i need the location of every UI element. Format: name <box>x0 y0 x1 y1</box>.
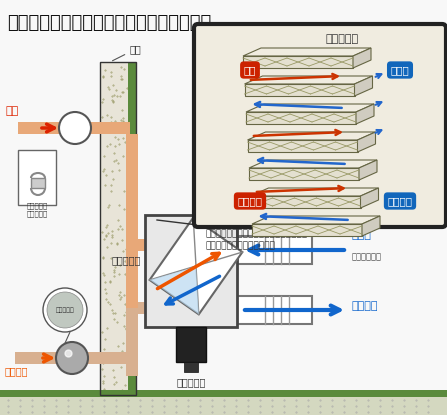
Polygon shape <box>358 132 375 152</box>
Text: 室排気: 室排気 <box>352 230 372 240</box>
Bar <box>31 178 45 188</box>
Bar <box>126 239 206 251</box>
Text: 室排気: 室排気 <box>391 65 409 75</box>
Circle shape <box>56 342 88 374</box>
Text: 給気ファン: 給気ファン <box>176 377 206 387</box>
Text: 給気: 給気 <box>5 106 18 116</box>
Text: 床下給気: 床下給気 <box>352 301 379 311</box>
Bar <box>237 296 312 324</box>
Polygon shape <box>245 84 354 96</box>
Text: 室外排気: 室外排気 <box>5 366 29 376</box>
Text: 一般的に市販の物よりも大きい物を採用し
全熱交換率を高めております: 一般的に市販の物よりも大きい物を採用し 全熱交換率を高めております <box>206 229 308 251</box>
Bar <box>0 390 447 397</box>
Bar <box>126 302 206 314</box>
Bar <box>176 327 206 362</box>
Polygon shape <box>360 188 379 208</box>
Polygon shape <box>359 160 377 180</box>
Bar <box>184 362 198 372</box>
Text: 基礎: 基礎 <box>113 44 142 61</box>
Bar <box>0 397 447 415</box>
Text: 熱交換素子: 熱交換素子 <box>325 34 358 44</box>
Text: 室外排気口: 室外排気口 <box>55 307 74 313</box>
Polygon shape <box>248 132 375 140</box>
FancyBboxPatch shape <box>194 24 446 227</box>
Bar <box>128 62 136 395</box>
Text: 給気: 給気 <box>244 65 256 75</box>
Polygon shape <box>243 48 371 56</box>
Bar <box>237 236 312 264</box>
Bar <box>0 390 136 397</box>
Circle shape <box>47 292 83 328</box>
Polygon shape <box>150 266 199 314</box>
Bar <box>100 122 130 134</box>
Text: 室内から外へ: 室内から外へ <box>352 252 382 261</box>
Polygon shape <box>245 76 372 84</box>
Circle shape <box>43 288 87 332</box>
Bar <box>18 150 56 205</box>
Bar <box>15 352 138 364</box>
Bar <box>100 62 136 395</box>
Polygon shape <box>252 216 380 224</box>
Polygon shape <box>150 217 242 314</box>
Polygon shape <box>248 140 358 152</box>
Text: 室外排気: 室外排気 <box>237 196 262 206</box>
Bar <box>100 62 136 395</box>
Polygon shape <box>250 188 379 196</box>
Polygon shape <box>362 216 380 236</box>
Polygon shape <box>252 224 362 236</box>
Text: 床下給気: 床下給気 <box>388 196 413 206</box>
Polygon shape <box>356 104 374 124</box>
Text: アレルノン
フィルター: アレルノン フィルター <box>26 202 48 217</box>
Text: 日本独特の気候風土に合った換気システム: 日本独特の気候風土に合った換気システム <box>7 14 211 32</box>
Polygon shape <box>354 76 372 96</box>
Polygon shape <box>243 56 353 68</box>
Polygon shape <box>249 168 359 180</box>
Polygon shape <box>249 160 377 168</box>
Bar <box>126 308 138 376</box>
Bar <box>145 215 237 327</box>
Bar <box>18 122 100 134</box>
Polygon shape <box>250 196 360 208</box>
Text: 排気ファン: 排気ファン <box>112 255 141 265</box>
Polygon shape <box>246 112 356 124</box>
Circle shape <box>59 112 91 144</box>
Bar <box>126 134 138 374</box>
Polygon shape <box>246 104 374 112</box>
Polygon shape <box>353 48 371 68</box>
